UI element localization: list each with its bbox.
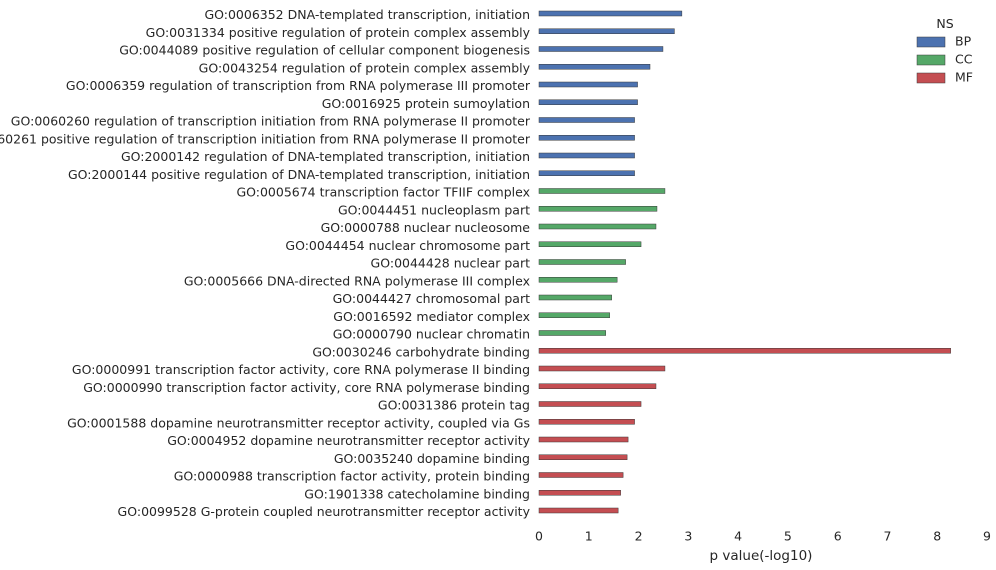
bar-cc (538, 330, 606, 336)
category-label: GO:0000788 nuclear nucleosome (321, 220, 531, 235)
category-label: GO:0005666 DNA-directed RNA polymerase I… (184, 273, 530, 288)
bar-cc (538, 312, 610, 318)
bar-bp (538, 135, 635, 141)
x-tick-label: 6 (834, 529, 842, 544)
category-label: GO:2000142 regulation of DNA-templated t… (121, 149, 530, 164)
bar-mf (538, 401, 642, 407)
category-label: GO:0030246 carbohydrate binding (312, 344, 530, 359)
bar-mf (538, 472, 624, 478)
x-axis-title: p value(-log10) (710, 548, 813, 564)
x-tick-label: 3 (684, 529, 692, 544)
bars-layer (538, 10, 951, 514)
legend-label-mf: MF (955, 70, 973, 85)
category-label: GO:0000991 transcription factor activity… (72, 362, 530, 377)
bar-mf (538, 365, 666, 372)
bar-mf (538, 454, 628, 460)
bar-mf (538, 490, 621, 496)
bar-mf (538, 436, 629, 443)
legend-label-cc: CC (955, 52, 973, 67)
category-label: GO:0031334 positive regulation of protei… (146, 25, 531, 40)
category-label: GO:0016925 protein sumoylation (322, 96, 530, 111)
category-label: GO:0060261 positive regulation of transc… (0, 131, 531, 146)
category-label: GO:0000790 nuclear chromatin (333, 327, 530, 342)
legend: NS BP CC MF (916, 16, 973, 85)
legend-swatch-cc (916, 54, 946, 66)
x-tick-label: 9 (983, 529, 991, 544)
bar-cc (538, 277, 618, 283)
category-label: GO:0006352 DNA-templated transcription, … (204, 7, 530, 22)
category-label: GO:0044427 chromosomal part (333, 291, 530, 306)
category-label: GO:0044454 nuclear chromosome part (285, 238, 530, 253)
x-tick-label: 8 (933, 529, 941, 544)
x-axis: 0 1 2 3 4 5 6 7 8 9 (535, 529, 991, 544)
category-label: GO:1901338 catecholamine binding (304, 486, 530, 501)
legend-title: NS (936, 16, 953, 31)
bar-mf (538, 383, 657, 389)
x-tick-label: 5 (784, 529, 792, 544)
bar-bp (538, 152, 635, 159)
bar-mf (538, 419, 635, 425)
category-label: GO:0005674 transcription factor TFIIF co… (236, 185, 530, 200)
category-label: GO:0060260 regulation of transcription i… (11, 114, 531, 129)
category-label: GO:0099528 G-protein coupled neurotransm… (118, 504, 531, 519)
x-tick-label: 2 (635, 529, 643, 544)
legend-swatch-mf (916, 72, 946, 84)
bar-bp (538, 81, 638, 88)
category-label: GO:0044428 nuclear part (371, 256, 531, 271)
category-label: GO:0000990 transcription factor activity… (83, 380, 530, 395)
category-label: GO:0043254 regulation of protein complex… (199, 60, 531, 75)
x-tick-label: 4 (734, 529, 742, 544)
bar-bp (538, 10, 683, 17)
x-tick-label: 7 (883, 529, 891, 544)
bar-bp (538, 170, 635, 176)
bar-cc (538, 241, 642, 247)
legend-label-bp: BP (955, 34, 972, 49)
category-label: GO:0016592 mediator complex (333, 309, 530, 324)
x-tick-label: 0 (535, 529, 543, 544)
bar-bp (538, 99, 638, 105)
bar-bp (538, 64, 651, 70)
bar-cc (538, 188, 666, 194)
bar-mf (538, 507, 619, 514)
category-label: GO:0044089 positive regulation of cellul… (119, 43, 530, 58)
bar-cc (538, 294, 612, 301)
category-label: GO:0044451 nucleoplasm part (338, 202, 530, 217)
category-label: GO:0001588 dopamine neurotransmitter rec… (67, 415, 530, 430)
bar-cc (538, 223, 657, 230)
bar-bp (538, 46, 664, 52)
category-label: GO:0000988 transcription factor activity… (174, 469, 530, 484)
category-label: GO:2000144 positive regulation of DNA-te… (68, 167, 530, 182)
bar-cc (538, 206, 658, 212)
category-label: GO:0035240 dopamine binding (334, 451, 530, 466)
bar-bp (538, 28, 675, 34)
category-label: GO:0006359 regulation of transcription f… (66, 78, 531, 93)
category-labels: GO:0006352 DNA-templated transcription, … (0, 7, 531, 519)
bar-mf (538, 348, 951, 354)
category-label: GO:0004952 dopamine neurotransmitter rec… (167, 433, 530, 448)
x-tick-label: 1 (585, 529, 593, 544)
bar-cc (538, 259, 626, 265)
legend-swatch-bp (916, 36, 946, 48)
bar-bp (538, 117, 635, 123)
category-label: GO:0031386 protein tag (378, 398, 530, 413)
